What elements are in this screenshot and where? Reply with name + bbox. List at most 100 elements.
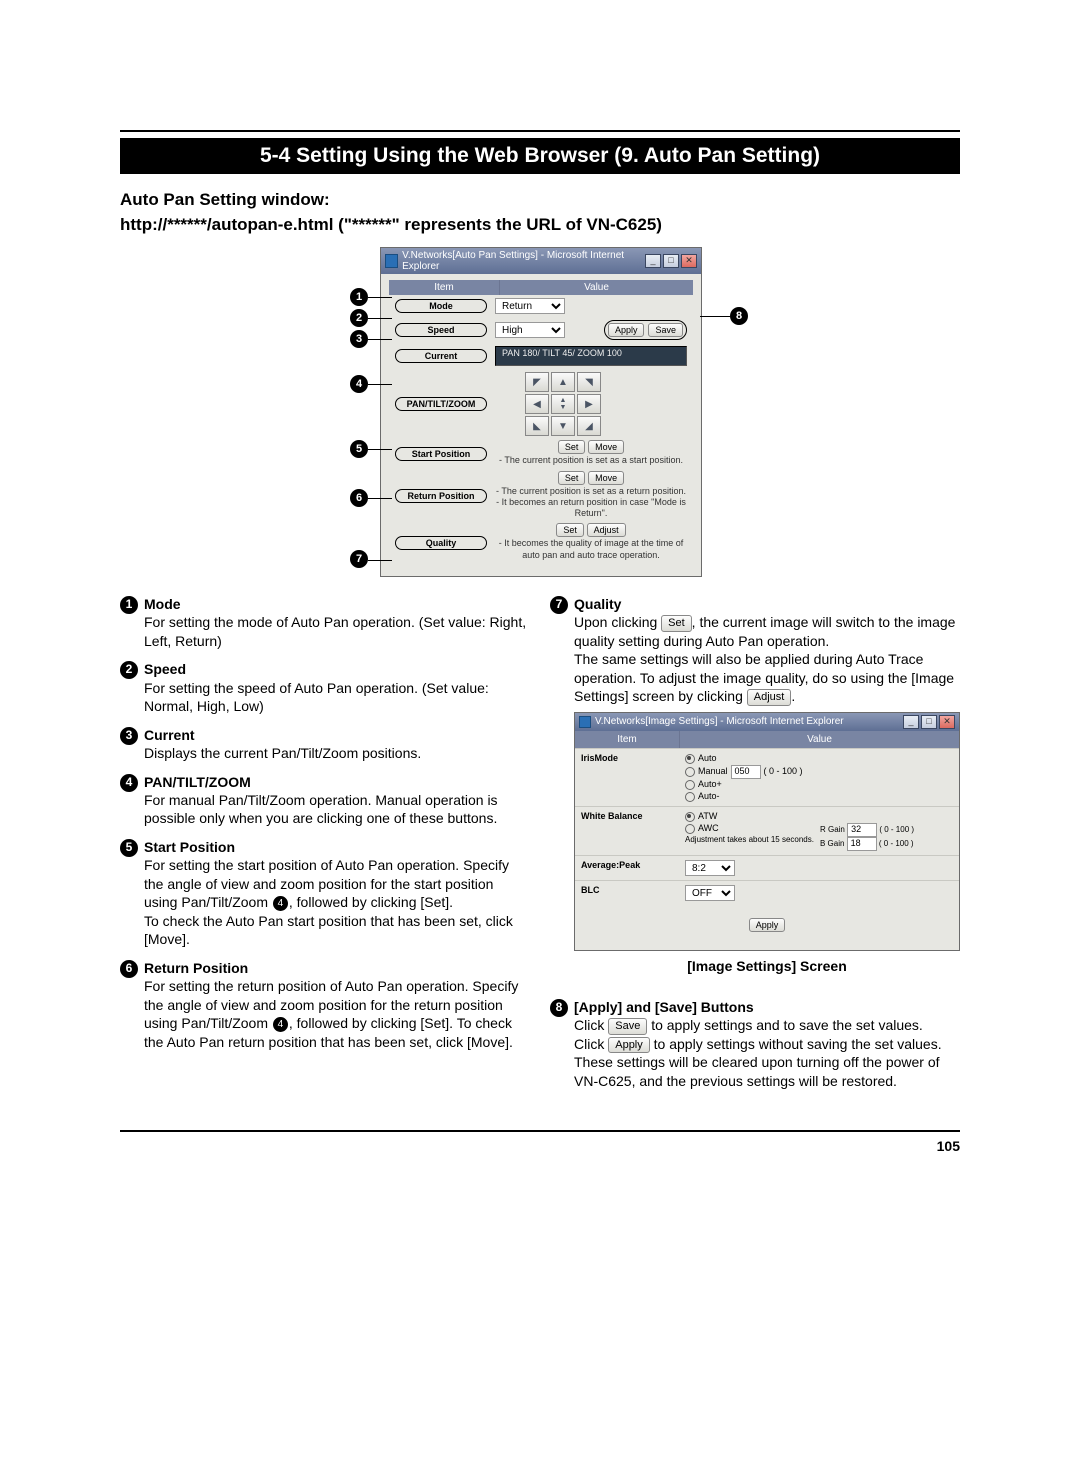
start-label: Start Position [395,447,487,461]
ptz-up-icon[interactable]: ▲ [551,372,575,392]
r-gain-val[interactable]: 32 [847,823,877,837]
wb-note: Adjustment takes about 15 seconds. [685,835,814,846]
item-8-title: [Apply] and [Save] Buttons [574,999,754,1015]
inline-adjust-button: Adjust [747,689,792,706]
ptz-right-icon[interactable]: ▶ [577,394,601,414]
item-2-title: Speed [144,661,186,677]
return-label: Return Position [395,489,487,503]
item-num-1: 1 [120,596,138,614]
b-gain-label: B Gain [820,839,844,848]
inline-ref-4b: 4 [273,1017,288,1032]
item-num-4: 4 [120,774,138,792]
item-1-body: For setting the mode of Auto Pan operati… [144,614,526,648]
iris-autoplus-radio[interactable]: Auto+ [685,779,953,791]
item-5-body-b: , followed by clicking [Set]. [289,894,453,910]
callout-2: 2 [350,309,368,327]
b-gain-val[interactable]: 18 [847,837,877,851]
close-button[interactable]: ✕ [681,254,697,268]
inline-apply-button: Apply [608,1037,650,1054]
callout-5: 5 [350,440,368,458]
is-close-button[interactable]: ✕ [939,715,955,729]
image-settings-window: V.Networks[Image Settings] - Microsoft I… [574,712,960,952]
iris-autominus-radio[interactable]: Auto- [685,791,953,803]
ptz-down-left-icon[interactable]: ◣ [525,416,549,436]
quality-hint: - It becomes the quality of image at the… [495,538,687,561]
ptz-down-right-icon[interactable]: ◢ [577,416,601,436]
item-num-6: 6 [120,960,138,978]
iris-manual-range: ( 0 - 100 ) [764,766,803,778]
item-6-title: Return Position [144,960,248,976]
th-value: Value [500,280,693,295]
image-settings-apply-button[interactable]: Apply [749,918,786,932]
subtitle-line-1: Auto Pan Setting window: [120,190,330,209]
image-settings-caption: [Image Settings] Screen [574,957,960,975]
ptz-up-left-icon[interactable]: ◤ [525,372,549,392]
speed-select[interactable]: High [495,322,565,338]
inline-ref-4a: 4 [273,896,288,911]
current-readout: PAN 180/ TILT 45/ ZOOM 100 [495,346,687,366]
return-set-button[interactable]: Set [558,471,586,485]
descriptions: 1 Mode For setting the mode of Auto Pan … [120,595,960,1100]
mode-select[interactable]: Return [495,298,565,314]
iris-auto-radio[interactable]: Auto [685,753,953,765]
inline-save-button: Save [608,1018,647,1035]
item-4-title: PAN/TILT/ZOOM [144,774,251,790]
quality-adjust-button[interactable]: Adjust [587,523,626,537]
iris-label: IrisMode [575,749,679,807]
item-1-title: Mode [144,596,181,612]
rule [120,1130,960,1132]
save-button[interactable]: Save [648,323,683,337]
item-7-body-d: . [791,688,795,704]
th-item: Item [389,280,500,295]
avg-select[interactable]: 8:2 [685,860,735,876]
window-titlebar: V.Networks[Auto Pan Settings] - Microsof… [381,248,701,274]
ptz-zoom-icon[interactable]: ▲▼ [551,394,575,414]
quality-label: Quality [395,536,487,550]
iris-manual-radio[interactable]: Manual 050 ( 0 - 100 ) [685,765,953,779]
iris-manual-val[interactable]: 050 [731,765,761,779]
callout-3: 3 [350,330,368,348]
item-7-title: Quality [574,596,621,612]
ptz-down-icon[interactable]: ▼ [551,416,575,436]
blc-label: BLC [575,881,679,905]
item-8-body-b: to apply settings and to save the set va… [647,1017,923,1033]
speed-label: Speed [395,323,487,337]
minimize-button[interactable]: _ [645,254,661,268]
item-num-2: 2 [120,661,138,679]
start-hint: - The current position is set as a start… [499,455,683,466]
table-header: Item Value [389,280,693,295]
ie-icon [579,716,591,728]
quality-set-button[interactable]: Set [556,523,584,537]
item-num-5: 5 [120,839,138,857]
callout-6: 6 [350,489,368,507]
item-8-body-c: Click [574,1036,608,1052]
page-number: 105 [120,1138,960,1154]
is-th-item: Item [575,731,680,748]
start-set-button[interactable]: Set [558,440,586,454]
r-gain-label: R Gain [820,825,845,834]
start-move-button[interactable]: Move [588,440,624,454]
current-label: Current [395,349,487,363]
item-2-body: For setting the speed of Auto Pan operat… [144,680,489,714]
inline-set-button: Set [661,615,692,632]
is-max-button[interactable]: □ [921,715,937,729]
blc-select[interactable]: OFF [685,885,735,901]
autopan-window: V.Networks[Auto Pan Settings] - Microsof… [380,247,702,577]
ie-icon [385,254,398,268]
item-7-body-a: Upon clicking [574,614,661,630]
is-min-button[interactable]: _ [903,715,919,729]
callout-1: 1 [350,288,368,306]
wb-atw-radio[interactable]: ATW [685,811,953,823]
ptz-up-right-icon[interactable]: ◥ [577,372,601,392]
return-move-button[interactable]: Move [588,471,624,485]
maximize-button[interactable]: □ [663,254,679,268]
callout-4: 4 [350,375,368,393]
item-5-body-c: To check the Auto Pan start position tha… [144,913,513,947]
item-8-body-a: Click [574,1017,608,1033]
wb-awc-radio[interactable]: AWC [685,823,814,835]
apply-button[interactable]: Apply [608,323,645,337]
item-3-title: Current [144,727,195,743]
item-num-7: 7 [550,596,568,614]
ptz-left-icon[interactable]: ◀ [525,394,549,414]
image-settings-title: V.Networks[Image Settings] - Microsoft I… [595,715,844,728]
